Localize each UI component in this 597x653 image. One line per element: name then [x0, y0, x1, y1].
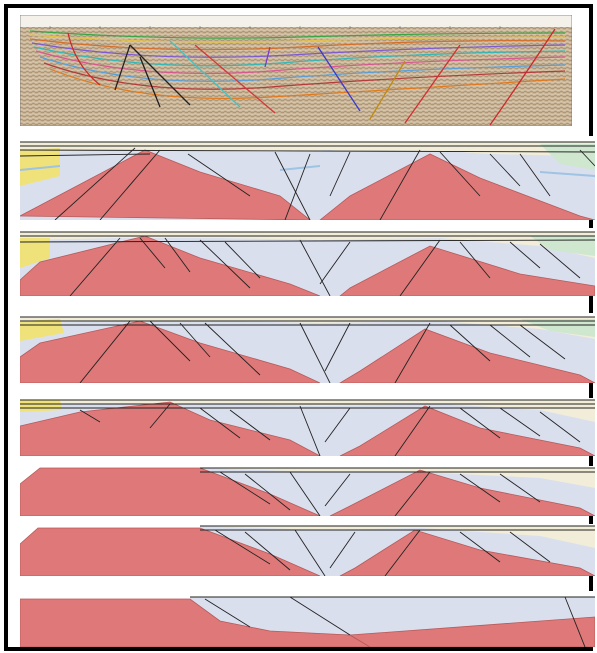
- panel-restoration-5: [20, 524, 595, 576]
- basement-block-1: [20, 320, 321, 383]
- panel-6-faults: [200, 525, 595, 576]
- panel-restoration-4: [20, 466, 595, 516]
- panel-2-faults: [20, 231, 595, 296]
- panel-restoration-6: [20, 591, 595, 647]
- seismic-section: [20, 15, 572, 126]
- panel-6-diagram: [20, 524, 595, 576]
- upper-sediment: [20, 142, 595, 166]
- panel-restoration-2: [20, 313, 595, 383]
- upper-sediment: [200, 526, 595, 548]
- panel-3-faults: [20, 316, 595, 383]
- panel-4-faults: [20, 399, 595, 456]
- blue-beds: [20, 165, 595, 177]
- basement-block-2: [348, 616, 595, 647]
- yellow-unit: [20, 238, 50, 268]
- basement-block-2: [319, 153, 595, 220]
- basement-block-1: [20, 149, 311, 220]
- basement-block-2: [339, 245, 595, 296]
- basement-block-1: [20, 527, 321, 576]
- trace-label-strip: [20, 15, 572, 27]
- figure-frame: [4, 4, 595, 651]
- yellow-unit: [20, 400, 62, 412]
- panel-restoration-3: [20, 398, 595, 456]
- yellow-unit: [20, 319, 64, 341]
- panel-1-diagram: [20, 136, 595, 220]
- basement-block-2: [339, 529, 595, 576]
- basement-block-1: [20, 235, 321, 296]
- panel-restoration-1: [20, 228, 595, 296]
- panel-2-diagram: [20, 228, 595, 296]
- green-unit: [530, 236, 595, 256]
- panel-1-faults: [20, 141, 595, 220]
- trace-tick-labels: [49, 26, 501, 29]
- basement-block-1: [20, 598, 371, 647]
- green-unit: [540, 144, 595, 170]
- upper-sediment: [200, 468, 595, 488]
- panel-3-diagram: [20, 313, 595, 383]
- green-unit: [520, 319, 595, 337]
- panel-7-diagram: [20, 591, 595, 647]
- horizons: [29, 30, 566, 100]
- panel-7-faults: [190, 596, 595, 647]
- panel-4-diagram: [20, 398, 595, 456]
- panel-present-day: [20, 136, 595, 220]
- seismic-faults: [67, 28, 556, 126]
- basement-block-1: [20, 401, 321, 456]
- panel-5-faults: [200, 467, 595, 516]
- basement-block-2: [339, 328, 595, 383]
- panel-5-diagram: [20, 466, 595, 516]
- upper-sediment: [20, 232, 595, 258]
- seismic-background: [20, 15, 572, 126]
